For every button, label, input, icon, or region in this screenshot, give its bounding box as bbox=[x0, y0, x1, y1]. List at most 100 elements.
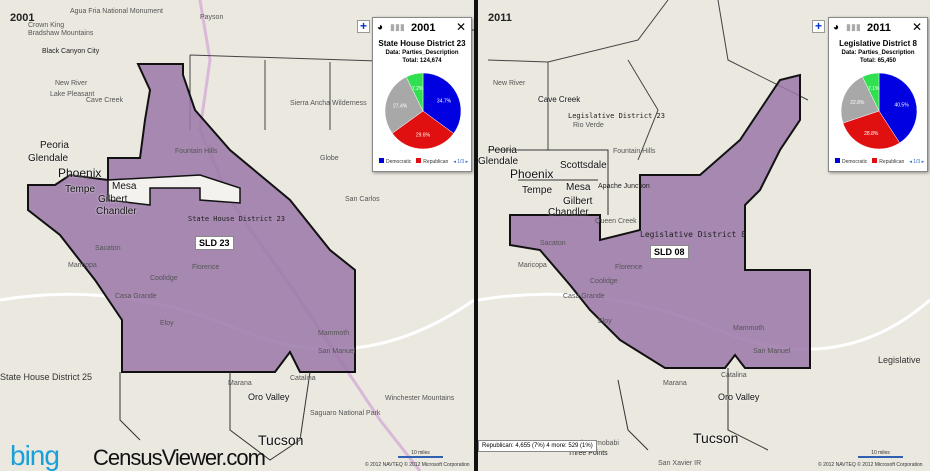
district-label: SLD 23 bbox=[195, 236, 234, 250]
city-label: Tempe bbox=[65, 184, 96, 195]
bar-chart-icon[interactable]: ▮▮▮ bbox=[390, 22, 405, 32]
place-label: Sacaton bbox=[95, 245, 121, 252]
place-label: Fountain Hills bbox=[175, 148, 218, 155]
place-label: Maricopa bbox=[68, 262, 97, 269]
pie-slice-republican[interactable] bbox=[842, 110, 901, 150]
city-label: Tucson bbox=[258, 432, 304, 448]
map-panel-2001[interactable]: 2001 Crown King Bradshaw Mountains Agua … bbox=[0, 0, 474, 471]
place-label: Sierra Ancha Wilderness bbox=[290, 100, 367, 107]
pie-slice-label: 7.1% bbox=[868, 86, 880, 92]
district-polygon bbox=[509, 73, 811, 369]
place-label: Casa Grande bbox=[115, 293, 157, 300]
place-label: Black Canyon City bbox=[42, 48, 100, 55]
pie-slice-other[interactable] bbox=[405, 72, 424, 112]
map-year-label: 2001 bbox=[10, 12, 35, 24]
place-label: New River bbox=[493, 80, 526, 87]
popup-year: 2011 bbox=[867, 22, 891, 34]
popup-year: 2001 bbox=[411, 22, 436, 34]
city-label: Tucson bbox=[693, 430, 739, 446]
place-label: Queen Creek bbox=[595, 218, 637, 225]
city-label: Mesa bbox=[112, 181, 137, 192]
district-popup: ◕ ▮▮▮ 2011 ✕ Legislative District 8 Data… bbox=[828, 17, 928, 172]
legend-pager[interactable]: ◂ 1/3 ▸ bbox=[453, 158, 469, 165]
city-label: Cave Creek bbox=[538, 95, 581, 104]
place-label: Eloy bbox=[598, 318, 612, 325]
scale-bar: 10 miles bbox=[858, 450, 903, 458]
district-name-on-map: State House District 23 bbox=[188, 215, 285, 223]
place-label: Coolidge bbox=[150, 275, 178, 282]
pie-slice-label: 34.7% bbox=[437, 98, 452, 104]
pie-chart-icon[interactable]: ◕ bbox=[833, 22, 840, 33]
legend-republican: Republican bbox=[416, 158, 448, 165]
place-label: Marana bbox=[663, 380, 687, 387]
place-label: Mammoth bbox=[318, 330, 350, 337]
adjacent-district-label: State House District 25 bbox=[0, 372, 93, 382]
place-label: San Xavier IR bbox=[658, 460, 702, 467]
place-label: Lake Pleasant bbox=[50, 91, 95, 98]
pie-slice-label: 40.5% bbox=[894, 102, 909, 108]
place-label: Coolidge bbox=[590, 278, 618, 285]
place-label: Bradshaw Mountains bbox=[28, 30, 94, 37]
place-label: Apache Junction bbox=[598, 183, 650, 190]
city-label: Oro Valley bbox=[248, 392, 290, 402]
legend-republican: Republican bbox=[872, 158, 904, 165]
place-label: Globe bbox=[320, 155, 339, 162]
bar-chart-icon[interactable]: ▮▮▮ bbox=[846, 22, 861, 32]
close-icon[interactable]: ✕ bbox=[455, 20, 466, 34]
place-label: Payson bbox=[200, 14, 224, 21]
district-popup: ◕ ▮▮▮ 2001 ✕ State House District 23 Dat… bbox=[372, 17, 472, 172]
pie-slice-label: 28.8% bbox=[864, 131, 879, 137]
zoom-in-button[interactable]: + bbox=[812, 20, 825, 33]
place-label: Florence bbox=[192, 264, 220, 271]
place-label: Sacaton bbox=[540, 240, 566, 247]
district-label: SLD 08 bbox=[650, 245, 689, 259]
close-icon[interactable]: ✕ bbox=[911, 20, 922, 34]
place-label: Catalina bbox=[721, 372, 747, 379]
place-label: Fountain Hills bbox=[613, 148, 656, 155]
adjacent-district-label: Legislative District 23 bbox=[568, 112, 665, 120]
pie-chart-icon[interactable]: ◕ bbox=[377, 22, 384, 33]
place-label: San Manuel bbox=[318, 348, 356, 355]
pie-slice-label: 22.8% bbox=[850, 100, 865, 106]
pie-slice-label: 29.6% bbox=[416, 133, 431, 139]
map-canvas[interactable] bbox=[0, 0, 474, 471]
district-name-on-map: Legislative District 8 bbox=[640, 230, 746, 239]
place-label: San Manuel bbox=[753, 348, 791, 355]
city-label: Tempe bbox=[522, 185, 553, 196]
pie-slice-other[interactable] bbox=[840, 76, 880, 124]
place-label: Agua Fria National Monument bbox=[70, 8, 163, 15]
bing-logo: bing bbox=[10, 440, 60, 471]
place-label: Cave Creek bbox=[86, 97, 123, 104]
place-label: Rio Verde bbox=[573, 122, 604, 129]
place-label: Florence bbox=[615, 264, 643, 271]
pie-slice-other[interactable] bbox=[384, 76, 424, 134]
legend-democratic: Democratic bbox=[835, 158, 867, 165]
pie-slice-label: 7.2% bbox=[412, 86, 424, 92]
pie-slice-label: 27.4% bbox=[393, 103, 408, 109]
copyright: © 2012 NAVTEQ © 2012 Microsoft Corporati… bbox=[818, 462, 923, 468]
map-year-label: 2011 bbox=[488, 12, 512, 24]
place-label: Saguaro National Park bbox=[310, 410, 381, 417]
map-canvas[interactable] bbox=[478, 0, 930, 471]
map-panel-2011[interactable]: 2011 New River Cave Creek Rio Verde Peor… bbox=[478, 0, 930, 471]
place-label: San Carlos bbox=[345, 196, 380, 203]
popup-title: Legislative District 8 bbox=[839, 39, 917, 48]
legend-pager[interactable]: ◂ 1/3 ▸ bbox=[909, 158, 925, 165]
legend-democratic: Democratic bbox=[379, 158, 411, 165]
censusviewer-logo: CensusViewer.com bbox=[93, 445, 266, 470]
zoom-in-button[interactable]: + bbox=[357, 20, 370, 33]
place-label: Three Points bbox=[568, 450, 608, 457]
place-label: New River bbox=[55, 80, 88, 87]
city-label: Glendale bbox=[28, 153, 69, 164]
place-label: Winchester Mountains bbox=[385, 395, 455, 402]
popup-total: Total: 124,674 bbox=[402, 58, 442, 64]
copyright: © 2012 NAVTEQ © 2012 Microsoft Corporati… bbox=[365, 462, 470, 468]
pie-slice-other[interactable] bbox=[862, 72, 880, 112]
city-label: Phoenix bbox=[58, 166, 102, 180]
pie-slice-democratic[interactable] bbox=[422, 72, 462, 134]
city-label: Peoria bbox=[40, 140, 69, 151]
pie-slice-republican[interactable] bbox=[391, 110, 454, 150]
place-label: Maricopa bbox=[518, 262, 547, 269]
city-label: Oro Valley bbox=[718, 392, 760, 402]
hover-status-box: Republican: 4,655 (7%) 4 more: 529 (1%) bbox=[478, 440, 597, 452]
